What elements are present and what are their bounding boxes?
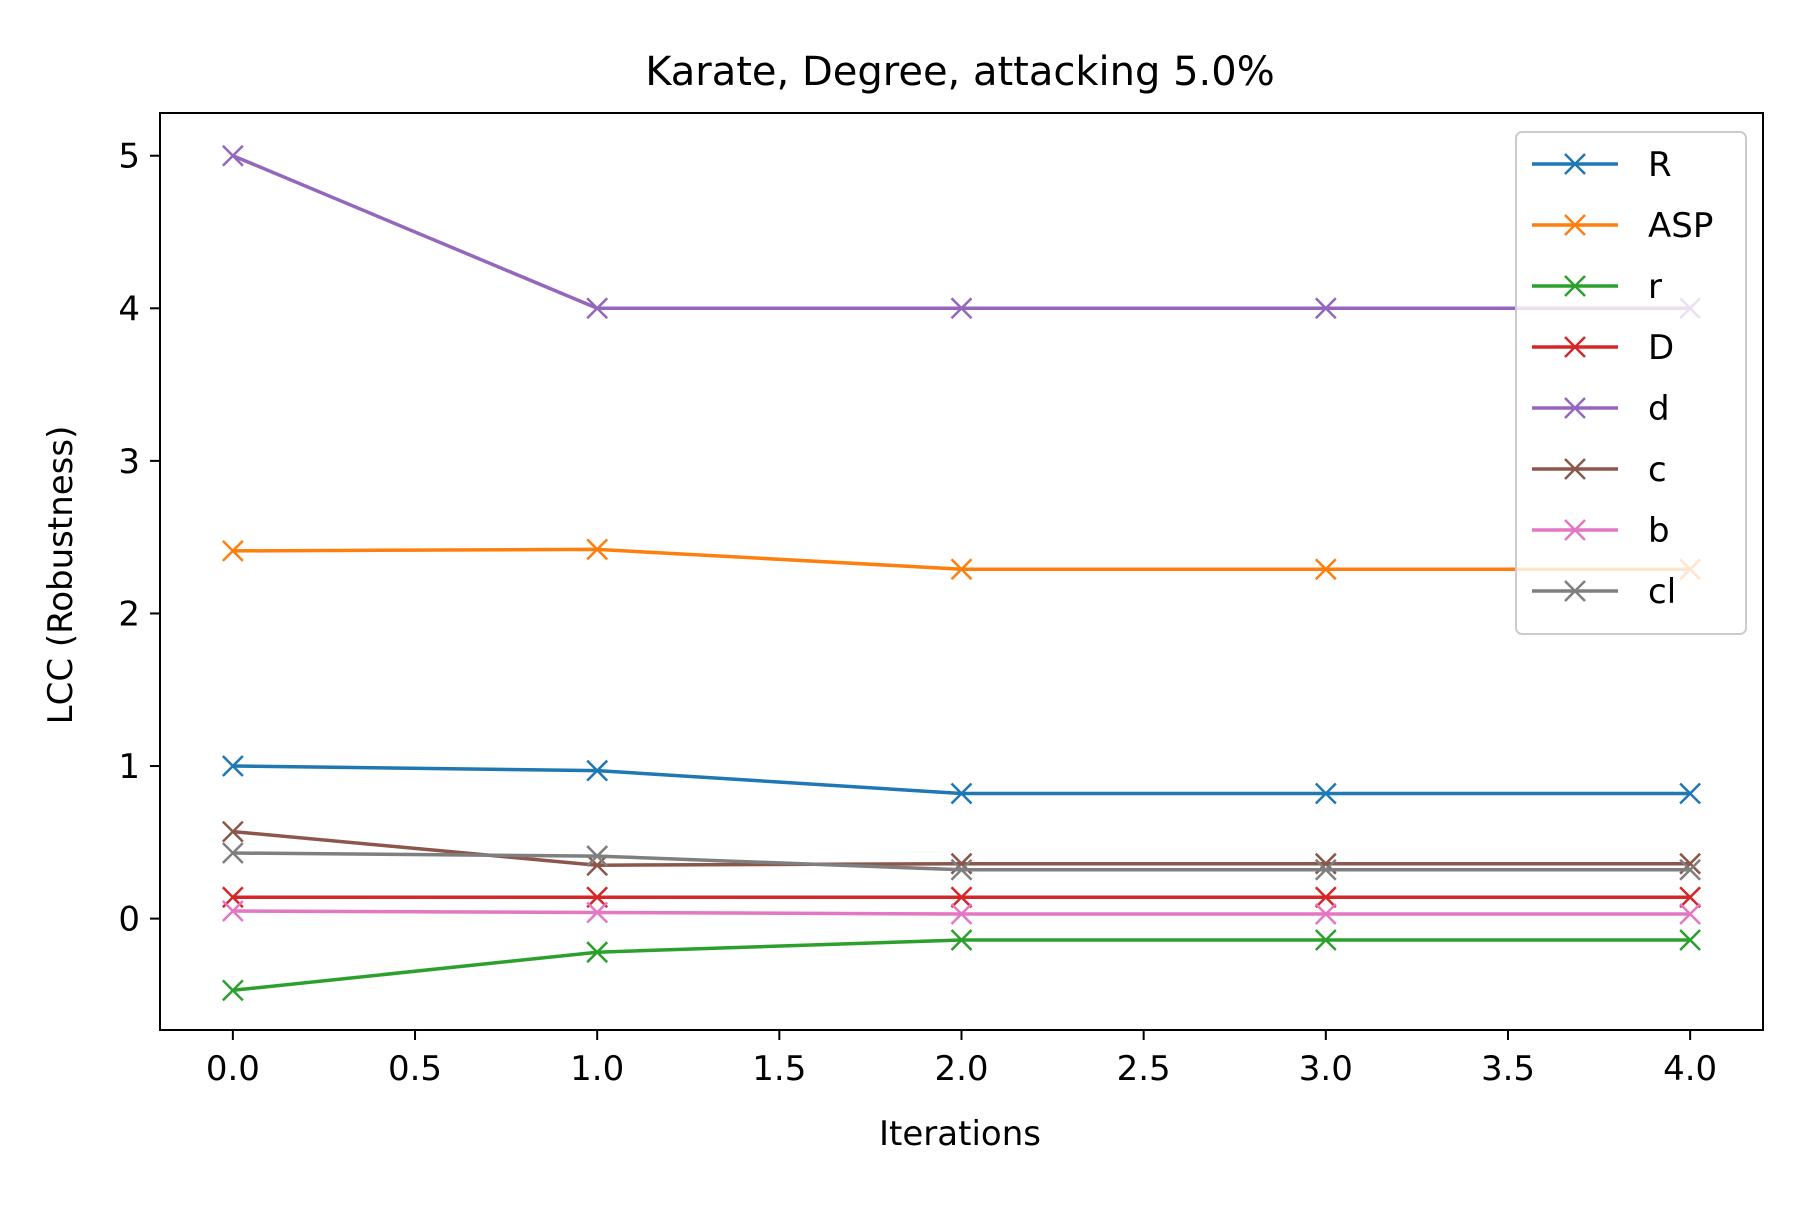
data-point-d: [221, 144, 244, 167]
legend-marker-b: [1564, 519, 1586, 541]
data-point-b: [1679, 903, 1702, 925]
data-point-D: [586, 886, 609, 909]
x-tick-label: 2.0: [934, 1049, 988, 1089]
data-point-r: [1679, 929, 1702, 951]
data-point-R: [586, 759, 609, 782]
data-point-b: [221, 900, 244, 922]
data-point-b: [586, 901, 609, 924]
x-tick-label: 0.0: [206, 1049, 260, 1089]
axes-frame: [159, 112, 1764, 1031]
x-tick-label: 1.0: [570, 1049, 624, 1089]
y-tick-label: 2: [118, 594, 140, 634]
x-tick-label: 1.5: [752, 1049, 806, 1089]
data-point-R: [950, 782, 973, 805]
legend-box: [1515, 131, 1747, 635]
data-point-ASP: [1314, 558, 1337, 581]
x-axis-label: Iterations: [879, 1114, 1041, 1154]
data-point-b: [1314, 903, 1337, 925]
legend-marker-r: [1564, 275, 1586, 297]
legend-label-r: r: [1648, 267, 1662, 307]
data-point-d: [950, 297, 973, 320]
data-point-D: [950, 886, 973, 909]
legend-label-R: R: [1648, 145, 1672, 185]
data-point-ASP: [950, 558, 973, 581]
data-point-c: [586, 854, 609, 877]
legend-label-b: b: [1648, 511, 1670, 551]
legend-marker-D: [1564, 336, 1586, 358]
legend-marker-d: [1564, 397, 1586, 419]
legend-label-ASP: ASP: [1648, 206, 1713, 246]
data-point-r: [221, 979, 244, 1002]
legend-marker-ASP: [1564, 214, 1586, 236]
data-point-D: [1679, 886, 1702, 909]
data-point-d: [586, 297, 609, 320]
y-tick-label: 3: [118, 442, 140, 482]
y-tick-label: 5: [118, 137, 140, 177]
legend-label-d: d: [1648, 389, 1670, 429]
legend-label-cl: cl: [1648, 572, 1676, 612]
x-tick-label: 4.0: [1663, 1049, 1717, 1089]
y-tick-label: 0: [118, 900, 140, 940]
data-point-R: [221, 755, 244, 777]
x-tick-label: 3.5: [1481, 1049, 1535, 1089]
data-point-c: [221, 820, 244, 843]
data-point-D: [1314, 886, 1337, 909]
y-tick-label: 4: [118, 289, 140, 329]
data-point-r: [586, 941, 609, 964]
legend-marker-cl: [1564, 580, 1586, 602]
data-point-cl: [586, 845, 609, 867]
data-point-R: [1314, 782, 1337, 805]
data-point-d: [1314, 297, 1337, 320]
legend-marker-R: [1564, 153, 1586, 175]
data-point-R: [1679, 782, 1702, 805]
legend-label-D: D: [1648, 328, 1674, 368]
data-point-r: [950, 929, 973, 951]
data-point-cl: [1314, 858, 1337, 881]
legend-label-c: c: [1648, 450, 1667, 490]
x-tick-label: 0.5: [388, 1049, 442, 1089]
data-point-ASP: [586, 538, 609, 561]
data-point-cl: [221, 842, 244, 864]
y-axis-label: LCC (Robustness): [41, 426, 81, 725]
data-point-ASP: [221, 540, 244, 562]
data-point-cl: [950, 858, 973, 881]
plot-area: 0.0 0.5 1.0 1.5 2.0 2.5 3.0 3.5 4.0 0 1 2 3 4 5: [118, 112, 1764, 1089]
x-tick-label: 3.0: [1299, 1049, 1353, 1089]
x-tick-label: 2.5: [1117, 1049, 1171, 1089]
legend-marker-c: [1564, 458, 1586, 480]
data-point-r: [1314, 929, 1337, 951]
chart-title: Karate, Degree, attacking 5.0%: [645, 49, 1274, 95]
data-point-cl: [1679, 858, 1702, 881]
data-point-b: [950, 903, 973, 925]
y-tick-label: 1: [118, 747, 140, 787]
